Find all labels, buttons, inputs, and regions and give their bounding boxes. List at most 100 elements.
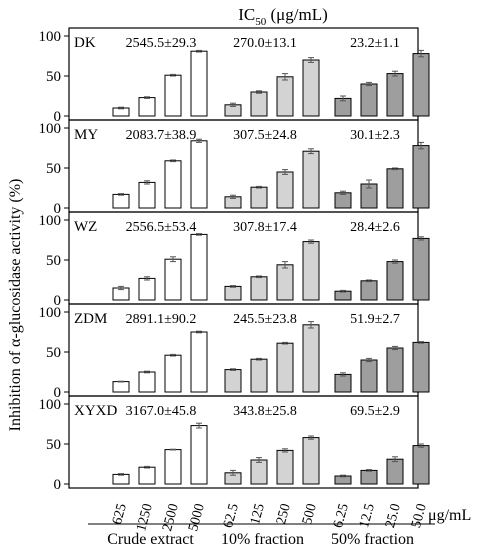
bar: [250, 91, 268, 117]
bar: [302, 59, 320, 117]
panel-dk: 0 50 100 DK 2545.5±29.3 270.0±13.1 23.2±1.1: [39, 27, 430, 125]
bar: [360, 83, 378, 117]
bar: [164, 449, 182, 485]
bar: [360, 359, 378, 393]
bar: [224, 369, 242, 393]
bar: [190, 140, 208, 209]
bar: [224, 285, 242, 301]
group-label: 10% fraction: [221, 531, 304, 548]
bar: [302, 437, 320, 485]
ic50-value: 245.5±23.8: [233, 312, 297, 327]
bar: [386, 347, 404, 393]
x-tick-label: 500: [300, 502, 320, 526]
bar: [138, 466, 156, 485]
bar: [412, 145, 430, 209]
y-tick-label: 100: [39, 305, 62, 321]
ic50-value: 270.0±13.1: [233, 36, 297, 51]
group-label: Crude extract: [107, 531, 194, 548]
x-tick-label: 12.5: [357, 502, 378, 530]
ic50-value: 30.1±2.3: [350, 128, 400, 143]
ic50-value: 343.8±25.8: [233, 404, 297, 419]
bar: [112, 381, 130, 393]
bar: [276, 449, 294, 485]
x-unit-label: μg/mL: [428, 507, 471, 524]
bar: [386, 458, 404, 485]
y-tick-label: 0: [54, 385, 62, 401]
y-tick-label: 0: [54, 109, 62, 125]
y-tick-label: 0: [54, 201, 62, 217]
y-tick-label: 100: [39, 213, 62, 229]
y-tick-label: 100: [39, 397, 62, 413]
bar: [386, 261, 404, 301]
bar: [302, 241, 320, 301]
bar: [386, 73, 404, 117]
bar: [112, 193, 130, 209]
y-tick-label: 0: [54, 477, 62, 493]
bar: [138, 181, 156, 209]
panel-label: MY: [74, 127, 98, 143]
bar: [412, 237, 430, 301]
x-tick-label: 62.5: [221, 502, 242, 530]
ic50-value: 69.5±2.9: [350, 404, 400, 419]
bar: [190, 331, 208, 393]
bar: [164, 74, 182, 117]
panel-label: DK: [74, 35, 96, 51]
ic50-value: 307.5±24.8: [233, 128, 297, 143]
panel-label: WZ: [74, 219, 97, 235]
x-tick-label: 25.0: [383, 502, 404, 530]
ic50-value: 51.9±2.7: [350, 312, 400, 327]
bar: [412, 445, 430, 485]
x-tick-label: 6.25: [331, 502, 352, 530]
bar: [138, 97, 156, 117]
x-tick-label: 5000: [186, 502, 208, 533]
bar: [360, 280, 378, 301]
panel-wz: 0 50 100 WZ 2556.5±53.4 307.8±17.4 28.4±2.6: [39, 211, 430, 309]
bar: [164, 258, 182, 301]
y-tick-label: 50: [46, 345, 61, 361]
bar: [250, 459, 268, 485]
x-tick-label: 1250: [134, 502, 156, 533]
ic50-value: 2556.5±53.4: [126, 220, 197, 235]
bar: [164, 354, 182, 393]
ic50-value: 2545.5±29.3: [126, 36, 197, 51]
bar: [334, 290, 352, 301]
bar: [250, 276, 268, 301]
bar: [412, 53, 430, 117]
bar: [360, 469, 378, 485]
panel-zdm: 0 50 100 ZDM 2891.1±90.2 245.5±23.8 51.9±2.7: [39, 303, 430, 401]
bar: [276, 342, 294, 393]
y-tick-label: 50: [46, 253, 61, 269]
bar: [190, 425, 208, 485]
ic50-value: 2083.7±38.9: [126, 128, 197, 143]
panel-my: 0 50 100 MY 2083.7±38.9 307.5±24.8 30.1±2.3: [39, 119, 430, 217]
bar: [190, 50, 208, 117]
bar: [190, 233, 208, 301]
x-tick-label: 2500: [160, 502, 182, 533]
ic50-value: 23.2±1.1: [350, 36, 400, 51]
panel-label: XYXD: [74, 403, 117, 419]
bar: [112, 473, 130, 485]
y-tick-label: 50: [46, 437, 61, 453]
ic50-value: 28.4±2.6: [350, 220, 400, 235]
bar: [276, 76, 294, 117]
ic50-value: 2891.1±90.2: [126, 312, 197, 327]
x-tick-label: 50.0: [409, 502, 430, 530]
bar: [386, 168, 404, 209]
bar: [412, 341, 430, 393]
bar: [302, 324, 320, 393]
bar: [250, 186, 268, 209]
y-tick-label: 50: [46, 69, 61, 85]
group-label: 50% fraction: [331, 531, 414, 548]
ic50-value: 307.8±17.4: [233, 220, 297, 235]
bar: [138, 371, 156, 393]
y-tick-label: 50: [46, 161, 61, 177]
y-tick-label: 100: [39, 29, 62, 45]
bar: [164, 160, 182, 209]
bar: [250, 358, 268, 393]
y-tick-label: 0: [54, 293, 62, 309]
x-tick-label: 625: [110, 502, 130, 526]
bar: [302, 150, 320, 209]
panel-xyxd: 0 50 100 XYXD 3167.0±45.8 343.8±25.8 69.5±2.9: [39, 395, 430, 493]
